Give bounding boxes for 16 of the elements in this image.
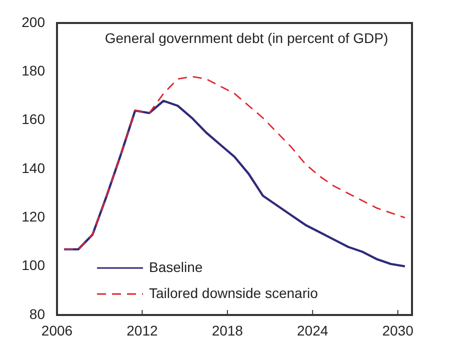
x-tick-label: 2024 <box>297 322 328 338</box>
legend-label: Tailored downside scenario <box>149 284 318 301</box>
y-tick-label: 180 <box>22 62 46 79</box>
text: General government debt (in percent of GDP) <box>104 30 388 46</box>
line-series <box>63 76 406 250</box>
x-tick-label: 2012 <box>126 322 158 338</box>
y-tick-label: 80 <box>29 306 46 322</box>
y-tick-label: 160 <box>22 111 46 128</box>
legend-label: Baseline <box>149 258 203 275</box>
y-tick-label: 140 <box>22 160 46 176</box>
x-tick-label: 2006 <box>41 322 73 338</box>
y-tick-label: 120 <box>22 208 46 225</box>
y-tick-label: 200 <box>22 14 46 30</box>
y-tick-label: 100 <box>22 257 46 274</box>
x-tick-label: 2018 <box>212 322 244 338</box>
x-tick-label: 2030 <box>382 322 414 338</box>
